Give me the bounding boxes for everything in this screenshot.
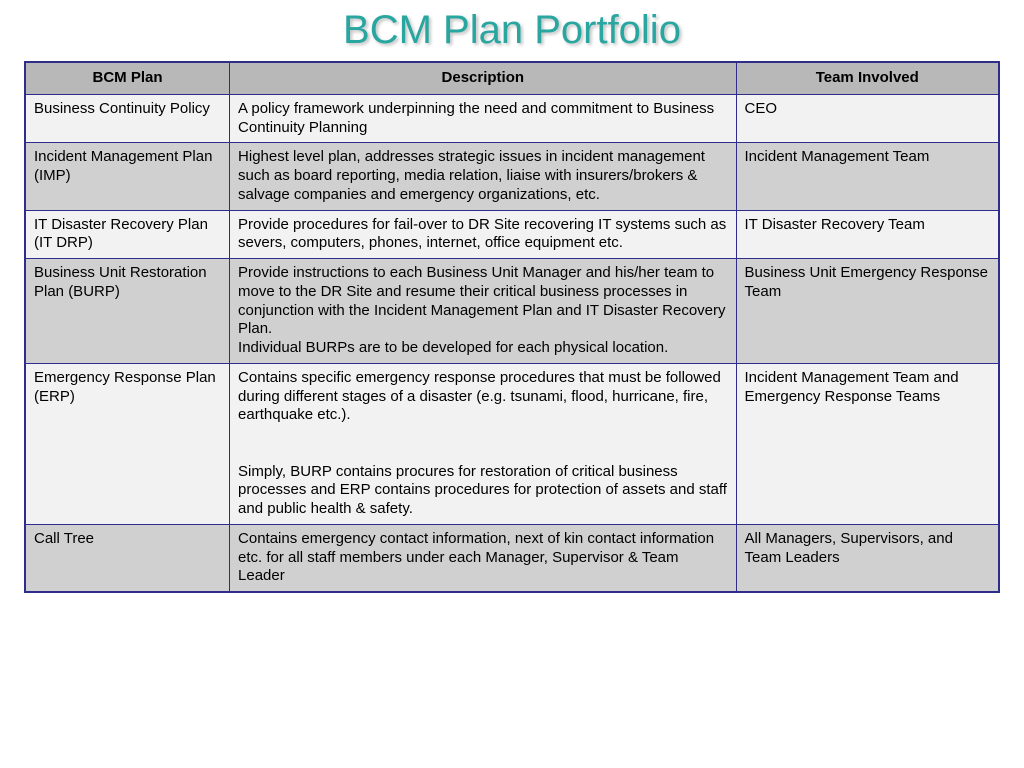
cell-team: Incident Management Team: [736, 143, 999, 210]
table-row: Emergency Response Plan (ERP) Contains s…: [25, 363, 999, 524]
table-row: Call Tree Contains emergency contact inf…: [25, 524, 999, 592]
cell-description: A policy framework underpinning the need…: [230, 94, 736, 143]
cell-description: Provide instructions to each Business Un…: [230, 259, 736, 364]
cell-team: CEO: [736, 94, 999, 143]
slide-container: BCM Plan Portfolio BCM Plan Description …: [0, 0, 1024, 768]
cell-plan: Call Tree: [25, 524, 230, 592]
cell-team: IT Disaster Recovery Team: [736, 210, 999, 259]
cell-plan: IT Disaster Recovery Plan (IT DRP): [25, 210, 230, 259]
table-row: Business Continuity Policy A policy fram…: [25, 94, 999, 143]
cell-description: Provide procedures for fail-over to DR S…: [230, 210, 736, 259]
cell-description: Highest level plan, addresses strategic …: [230, 143, 736, 210]
cell-team: Incident Management Team and Emergency R…: [736, 363, 999, 524]
cell-description: Contains specific emergency response pro…: [230, 363, 736, 524]
cell-plan: Incident Management Plan (IMP): [25, 143, 230, 210]
table-row: IT Disaster Recovery Plan (IT DRP) Provi…: [25, 210, 999, 259]
table-header-row: BCM Plan Description Team Involved: [25, 62, 999, 94]
cell-description: Contains emergency contact information, …: [230, 524, 736, 592]
bcm-plan-table: BCM Plan Description Team Involved Busin…: [24, 61, 1000, 593]
cell-team: Business Unit Emergency Response Team: [736, 259, 999, 364]
cell-plan: Business Continuity Policy: [25, 94, 230, 143]
col-header-plan: BCM Plan: [25, 62, 230, 94]
cell-plan: Business Unit Restoration Plan (BURP): [25, 259, 230, 364]
table-row: Incident Management Plan (IMP) Highest l…: [25, 143, 999, 210]
table-row: Business Unit Restoration Plan (BURP) Pr…: [25, 259, 999, 364]
cell-team: All Managers, Supervisors, and Team Lead…: [736, 524, 999, 592]
col-header-team: Team Involved: [736, 62, 999, 94]
col-header-description: Description: [230, 62, 736, 94]
slide-title: BCM Plan Portfolio: [24, 8, 1000, 53]
cell-plan: Emergency Response Plan (ERP): [25, 363, 230, 524]
